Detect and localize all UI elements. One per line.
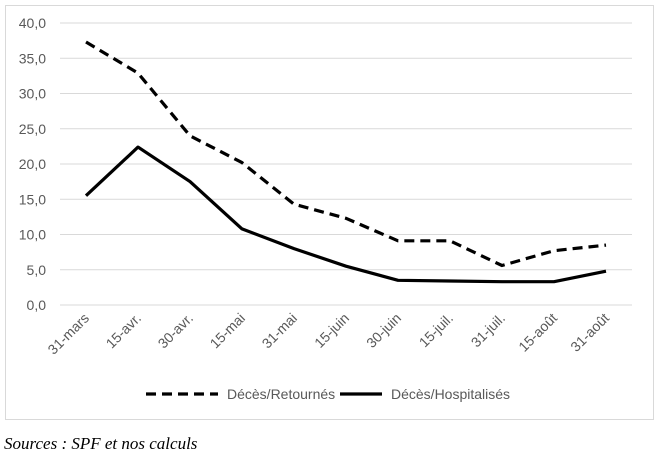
x-tick-label: 30-juin — [363, 310, 404, 351]
x-tick-label: 15-août — [515, 310, 560, 355]
x-tick-label: 31-mai — [259, 310, 301, 352]
y-tick-label: 5,0 — [27, 262, 47, 278]
x-tick-label: 31-août — [567, 310, 612, 355]
x-axis-ticks: 31-mars 15-avr. 30-avr. 15-mai 31-mai 15-juin… — [44, 310, 612, 358]
x-tick-label: 15-juin — [311, 310, 352, 351]
y-tick-label: 35,0 — [19, 50, 46, 66]
legend: Décès/Retournés Décès/Hospitalisés — [146, 386, 510, 402]
y-tick-label: 40,0 — [19, 15, 46, 31]
legend-label: Décès/Retournés — [227, 386, 335, 402]
chart-frame — [5, 5, 654, 420]
y-tick-label: 10,0 — [19, 227, 46, 243]
legend-label: Décès/Hospitalisés — [391, 386, 510, 402]
y-tick-label: 25,0 — [19, 121, 46, 137]
gridlines — [60, 22, 632, 306]
series-line-2 — [84, 145, 607, 284]
x-tick-label: 31-juil. — [468, 310, 508, 350]
source-note: Sources : SPF et nos calculs — [4, 434, 198, 453]
x-tick-label: 15-avr. — [103, 310, 145, 352]
y-tick-label: 20,0 — [19, 156, 46, 172]
x-tick-label: 15-mai — [207, 310, 249, 352]
y-tick-label: 0,0 — [27, 297, 47, 313]
y-axis-ticks: 0,0 5,0 10,0 15,0 20,0 25,0 30,0 35,0 40,0 — [19, 15, 46, 313]
x-tick-label: 15-juil. — [416, 310, 456, 350]
y-tick-label: 30,0 — [19, 86, 46, 102]
series-lines — [84, 40, 607, 284]
series-line-1 — [85, 40, 607, 268]
y-tick-label: 15,0 — [19, 191, 46, 207]
x-tick-label: 30-avr. — [155, 310, 197, 352]
x-tick-label: 31-mars — [44, 310, 92, 358]
